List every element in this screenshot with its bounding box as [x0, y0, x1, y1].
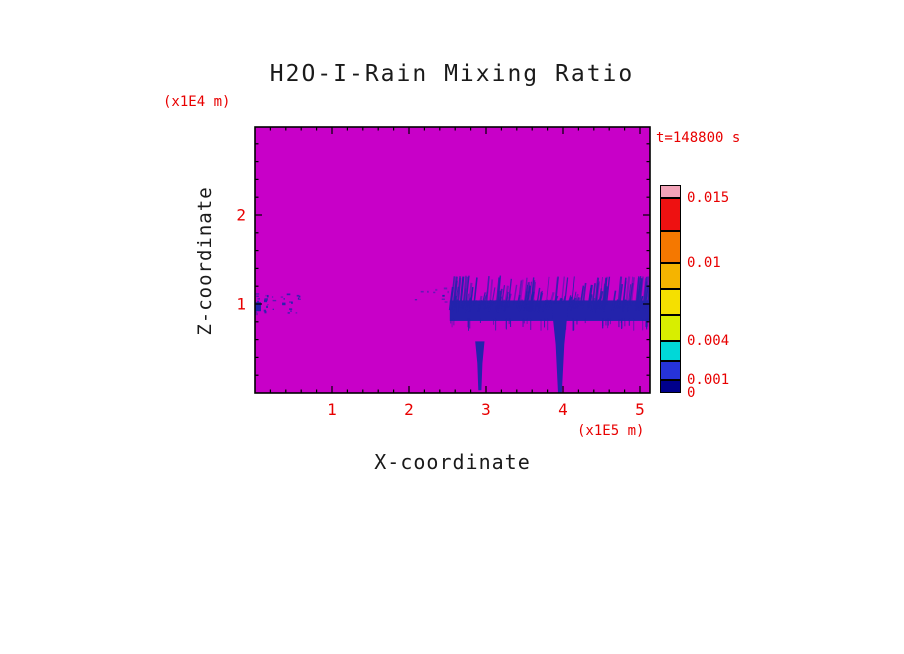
plot-title: H2O-I-Rain Mixing Ratio [269, 61, 635, 87]
y-axis-units: (x1E4 m) [163, 94, 231, 110]
x-tick-label: 3 [481, 400, 491, 419]
colorbar-segment [660, 198, 681, 231]
colorbar-segment [660, 360, 681, 380]
y-axis-label: Z-coordinate [194, 186, 216, 336]
colorbar-segment [660, 380, 681, 393]
x-tick-label: 2 [404, 400, 414, 419]
x-tick-label: 4 [558, 400, 568, 419]
x-tick-label: 5 [635, 400, 645, 419]
colorbar [660, 185, 681, 393]
x-axis-label: X-coordinate [374, 450, 531, 474]
mixing-ratio-field [255, 275, 650, 393]
x-axis-units: (x1E5 m) [577, 423, 645, 439]
plot-area [255, 127, 650, 393]
colorbar-tick-label: 0.015 [687, 190, 730, 206]
colorbar-tick-label: 0.004 [687, 333, 730, 349]
colorbar-segment [660, 263, 681, 289]
time-annotation: t=148800 s [656, 130, 741, 146]
x-tick-label: 1 [327, 400, 337, 419]
y-tick-label: 1 [236, 294, 246, 314]
colorbar-tick-label: 0 [687, 385, 696, 401]
colorbar-tick-label: 0.01 [687, 255, 721, 271]
colorbar-segment [660, 230, 681, 263]
colorbar-segment [660, 289, 681, 315]
colorbar-tick-label: 0.001 [687, 372, 730, 388]
colorbar-segment [660, 341, 681, 361]
y-tick-label: 2 [236, 205, 246, 225]
colorbar-segment [660, 185, 681, 198]
colorbar-segment [660, 315, 681, 341]
